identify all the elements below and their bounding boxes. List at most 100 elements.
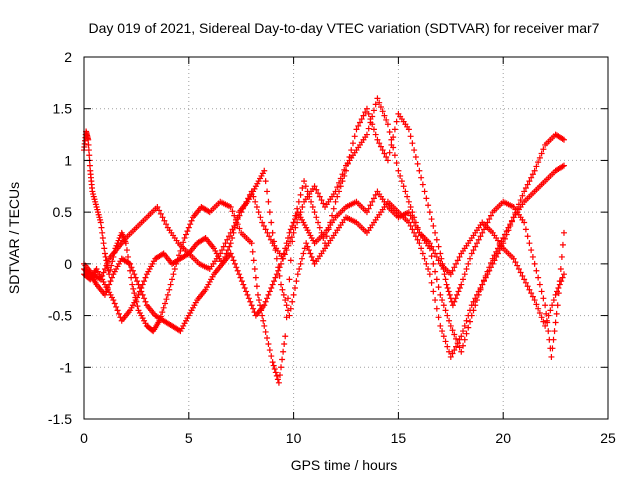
data-point xyxy=(266,233,273,240)
data-point xyxy=(308,198,315,205)
data-point xyxy=(162,300,169,307)
data-point xyxy=(236,271,243,278)
data-point xyxy=(419,181,426,188)
data-point xyxy=(275,264,282,271)
data-point xyxy=(535,305,542,312)
data-point xyxy=(446,317,453,324)
data-point xyxy=(407,212,414,219)
data-point xyxy=(295,198,302,205)
data-point xyxy=(484,268,491,275)
data-point xyxy=(433,305,440,312)
data-point xyxy=(243,198,250,205)
data-point xyxy=(287,257,294,264)
data-point xyxy=(453,335,460,342)
data-point xyxy=(409,140,416,147)
data-point xyxy=(480,226,487,233)
data-point xyxy=(281,251,288,258)
data-point xyxy=(421,188,428,195)
data-point xyxy=(293,278,300,285)
data-point xyxy=(456,253,463,260)
data-point xyxy=(290,291,297,298)
data-point xyxy=(475,291,482,298)
data-point xyxy=(521,219,528,226)
data-point xyxy=(496,241,503,248)
data-point xyxy=(414,236,421,243)
data-point xyxy=(268,353,275,360)
data-point xyxy=(412,219,419,226)
data-point xyxy=(386,128,393,135)
data-point xyxy=(226,243,233,250)
data-point xyxy=(376,99,383,106)
data-point xyxy=(558,278,565,285)
data-point xyxy=(388,136,395,143)
data-point xyxy=(456,344,463,351)
data-point xyxy=(416,167,423,174)
data-point xyxy=(423,195,430,202)
data-point xyxy=(245,295,252,302)
data-point xyxy=(125,253,132,260)
data-point xyxy=(100,269,107,276)
data-point xyxy=(243,288,250,295)
data-point xyxy=(332,198,339,205)
data-point xyxy=(233,264,240,271)
data-point xyxy=(244,291,251,298)
data-point xyxy=(169,276,176,283)
data-point xyxy=(184,228,191,235)
data-point xyxy=(100,240,107,247)
x-tick-label: 0 xyxy=(80,430,88,446)
data-point xyxy=(104,284,111,291)
data-point xyxy=(163,296,170,303)
data-point xyxy=(433,236,440,243)
data-point xyxy=(285,242,292,249)
data-point xyxy=(460,276,467,283)
data-point xyxy=(533,163,540,170)
data-point xyxy=(248,240,255,247)
data-point xyxy=(261,302,268,309)
data-point xyxy=(468,250,475,257)
data-point xyxy=(262,298,269,305)
data-point xyxy=(409,209,416,216)
data-point xyxy=(290,229,297,236)
data-point xyxy=(234,267,241,274)
data-point xyxy=(449,350,456,357)
data-point xyxy=(280,255,287,262)
data-point xyxy=(411,229,418,236)
data-point xyxy=(279,356,286,363)
data-point xyxy=(363,131,370,138)
data-point xyxy=(463,317,470,324)
data-point xyxy=(224,236,231,243)
data-point xyxy=(247,298,254,305)
data-point xyxy=(123,247,130,254)
data-point xyxy=(550,297,557,304)
y-tick-labels: -1.5 -1 -0.5 0 0.5 1 1.5 2 xyxy=(48,49,72,427)
data-point xyxy=(500,235,507,241)
data-point xyxy=(98,224,105,231)
data-point xyxy=(430,222,437,229)
data-point xyxy=(294,271,301,278)
data-point xyxy=(283,247,290,254)
data-point xyxy=(201,235,208,242)
data-point xyxy=(157,210,164,217)
data-point xyxy=(526,286,533,293)
data-point xyxy=(135,281,142,288)
data-point xyxy=(299,185,306,192)
data-point xyxy=(465,260,472,267)
data-point xyxy=(411,214,418,221)
data-point xyxy=(227,229,234,236)
data-point xyxy=(249,248,256,255)
data-point xyxy=(372,131,379,138)
data-point xyxy=(416,240,423,247)
data-point xyxy=(110,297,117,304)
data-point xyxy=(159,309,166,316)
data-point xyxy=(289,222,296,229)
data-point xyxy=(535,274,542,281)
data-point xyxy=(400,183,407,190)
data-point xyxy=(433,276,440,283)
data-point xyxy=(334,193,341,200)
data-point xyxy=(425,202,432,209)
data-point xyxy=(447,271,454,278)
data-point xyxy=(519,272,526,279)
data-point xyxy=(558,253,565,260)
data-point xyxy=(428,279,435,286)
